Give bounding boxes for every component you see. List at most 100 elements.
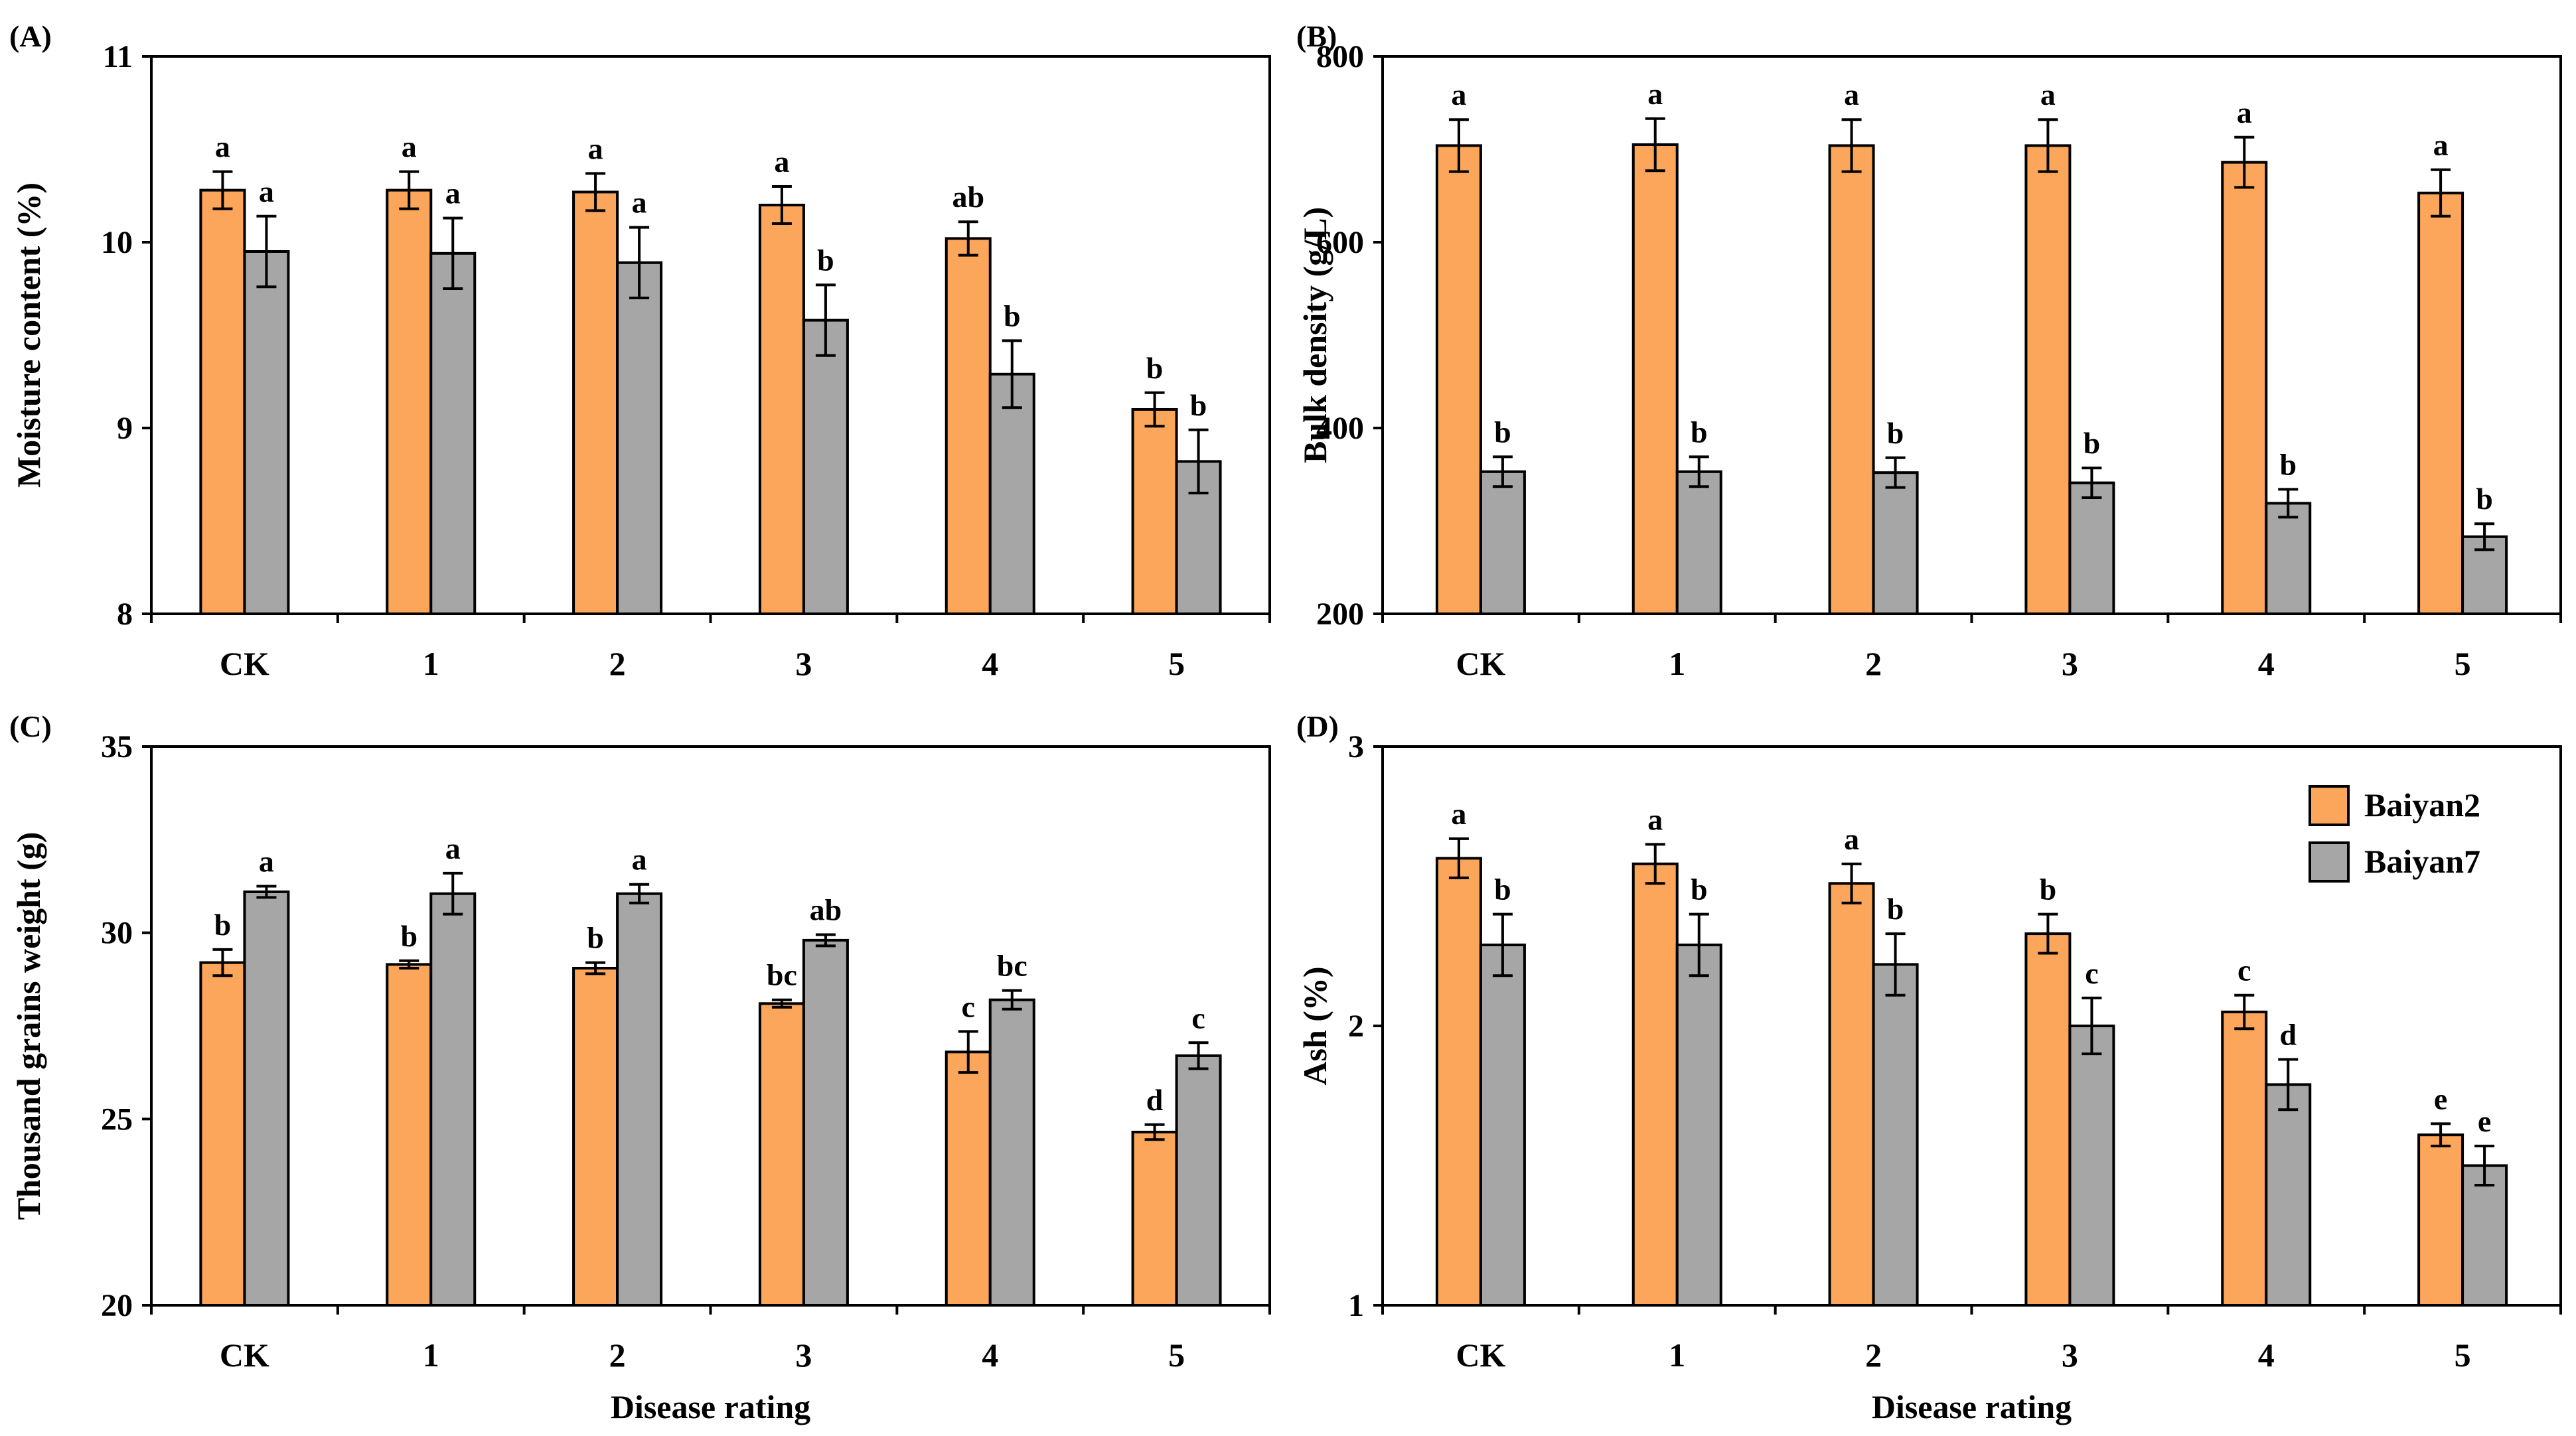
significance-letter: b	[2084, 426, 2101, 460]
significance-letter: e	[2478, 1104, 2491, 1138]
bar-baiyan2	[2221, 161, 2268, 616]
y-tick-label: 600	[1316, 225, 1364, 260]
significance-letter: b	[1146, 351, 1164, 385]
bar-baiyan7	[802, 938, 849, 1307]
legend: Baiyan2 Baiyan7	[2309, 785, 2480, 883]
bar-baiyan7	[1675, 943, 1722, 1307]
bar-baiyan7	[1479, 470, 1526, 615]
bar-baiyan2	[758, 204, 805, 615]
bar-baiyan2	[2024, 932, 2072, 1307]
bar-baiyan2	[1131, 1130, 1178, 1307]
x-category-label: 2	[609, 645, 626, 682]
x-category-label: CK	[220, 645, 269, 682]
bar-baiyan7	[2461, 1164, 2508, 1307]
significance-letter: b	[1494, 415, 1511, 449]
y-tick-label: 9	[117, 411, 133, 446]
bar-baiyan7	[1175, 1054, 1222, 1307]
significance-letter: a	[445, 177, 461, 210]
panel-label: (A)	[9, 19, 52, 53]
x-category-label: 4	[2258, 645, 2275, 682]
plot-frame	[150, 745, 1271, 1307]
x-axis-title: Disease rating	[1872, 1388, 2072, 1425]
bar-baiyan2	[945, 1050, 992, 1307]
significance-letter: b	[1190, 388, 1207, 422]
x-category-label: 5	[1168, 645, 1185, 682]
bar-baiyan2	[1828, 144, 1875, 615]
y-tick-label: 400	[1316, 411, 1364, 446]
x-category-label: CK	[1456, 1336, 1505, 1374]
bar-baiyan7	[616, 892, 663, 1307]
significance-letter: a	[588, 131, 603, 165]
significance-letter: a	[2040, 78, 2056, 111]
plot-frame	[1381, 745, 2562, 1307]
y-tick-label: 30	[101, 916, 133, 951]
y-tick-label: 1	[1348, 1288, 1364, 1323]
bar-baiyan7	[1479, 943, 1526, 1307]
bar-baiyan2	[2417, 191, 2464, 615]
y-tick-label: 3	[1348, 729, 1364, 764]
significance-letter: a	[632, 843, 647, 877]
significance-letter: a	[632, 186, 647, 220]
y-tick-label: 800	[1316, 39, 1364, 74]
bar-baiyan2	[2024, 144, 2072, 615]
bar-baiyan7	[2068, 1025, 2115, 1307]
significance-letter: b	[817, 243, 834, 277]
significance-letter: c	[1191, 1001, 1205, 1035]
significance-letter: b	[587, 921, 604, 955]
x-category-label: 3	[795, 645, 812, 682]
y-axis-title: Ash (%)	[1296, 966, 1333, 1085]
significance-letter: a	[1647, 802, 1663, 836]
significance-letter: b	[1004, 299, 1021, 332]
bar-baiyan2	[2417, 1133, 2464, 1307]
x-category-label: 2	[1865, 645, 1882, 682]
x-category-label: 4	[982, 645, 998, 682]
panel-b-bulk-density: (B) 200 400 600 800 CK 1 2 3 4 5 Bulk density (g/L)…	[1296, 19, 2562, 682]
significance-letter: ab	[952, 180, 984, 214]
significance-letter: b	[2476, 482, 2493, 516]
significance-letter: a	[445, 831, 461, 865]
bar-baiyan7	[429, 892, 477, 1307]
y-tick-label: 8	[117, 597, 133, 632]
bar-baiyan2	[572, 966, 619, 1307]
x-category-label: 2	[609, 1336, 626, 1374]
y-tick-label: 10	[101, 225, 133, 260]
legend-label-baiyan7: Baiyan7	[2364, 843, 2480, 880]
y-tick-label: 2	[1348, 1009, 1364, 1044]
significance-letter: b	[1887, 416, 1904, 450]
bar-baiyan2	[1631, 143, 1679, 615]
y-tick-label: 20	[101, 1288, 133, 1323]
bar-baiyan7	[2265, 1083, 2312, 1307]
significance-letter: ab	[810, 893, 842, 926]
significance-letter: a	[2433, 128, 2449, 162]
significance-letter: a	[2237, 96, 2252, 129]
bar-baiyan7	[988, 998, 1035, 1307]
x-axis-title: Disease rating	[611, 1388, 810, 1425]
y-tick-label: 35	[101, 729, 133, 764]
bar-baiyan7	[988, 372, 1035, 615]
y-axis-title: Moisture content (%)	[10, 182, 47, 488]
significance-letter: a	[1451, 797, 1466, 831]
significance-letter: c	[2237, 954, 2251, 987]
plot-frame	[150, 55, 1271, 615]
x-category-label: CK	[220, 1336, 269, 1374]
bar-baiyan2	[2221, 1010, 2268, 1307]
significance-letter: b	[400, 919, 417, 953]
significance-letter: a	[1844, 822, 1859, 856]
plot-frame	[1381, 55, 2562, 615]
significance-letter: b	[1691, 873, 1708, 906]
significance-letter: a	[259, 175, 274, 208]
x-category-label: 5	[2455, 645, 2471, 682]
panel-label: (B)	[1296, 19, 1337, 53]
x-category-label: 5	[1168, 1336, 1185, 1374]
bar-baiyan2	[945, 237, 992, 615]
x-category-label: 3	[2062, 645, 2078, 682]
x-category-label: 1	[1669, 1336, 1685, 1374]
legend-label-baiyan2: Baiyan2	[2364, 786, 2480, 824]
x-category-label: 5	[2455, 1336, 2471, 1374]
bar-baiyan7	[243, 890, 290, 1307]
significance-letter: b	[2040, 873, 2057, 906]
bar-baiyan2	[572, 190, 619, 615]
significance-letter: a	[1647, 77, 1663, 111]
y-axis-title: Thousand grains weight (g)	[10, 832, 47, 1220]
